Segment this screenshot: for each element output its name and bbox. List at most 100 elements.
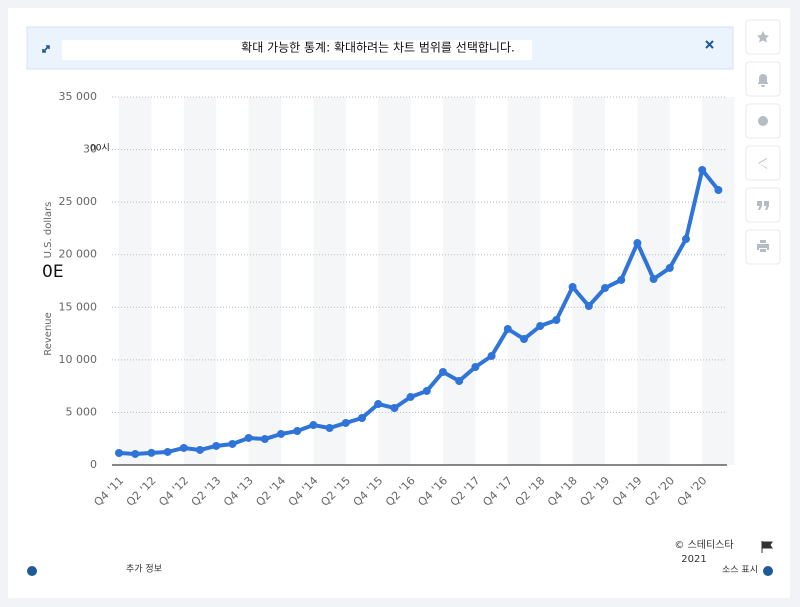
banner-field — [62, 40, 532, 60]
band — [183, 97, 217, 465]
copyright: © 스테티스타 — [674, 539, 733, 551]
point — [163, 447, 172, 456]
point — [552, 316, 561, 325]
more-info[interactable]: 추가 정보 — [126, 564, 162, 575]
quote-icon — [757, 201, 769, 210]
point — [277, 429, 285, 438]
star-icon — [757, 31, 769, 43]
y-tick-label: 0 — [90, 458, 97, 471]
source-icon[interactable] — [763, 566, 773, 576]
point — [358, 414, 366, 423]
point — [406, 392, 415, 401]
point — [439, 367, 447, 376]
point — [131, 449, 140, 458]
point — [633, 239, 642, 248]
point — [617, 275, 626, 284]
x-tick-label: Q4 '17 — [480, 474, 515, 509]
band — [702, 97, 735, 465]
point — [115, 449, 123, 458]
y-tick-label: 5 000 — [66, 405, 98, 418]
x-tick-label: Q2 '14 — [253, 474, 288, 509]
info-icon[interactable] — [27, 566, 37, 576]
cite-button[interactable] — [745, 187, 781, 223]
annotation: 0E — [42, 262, 64, 282]
point — [390, 404, 399, 413]
y-tick-label: 30 — [83, 143, 97, 156]
x-tick-label: Q4 '13 — [221, 474, 256, 509]
point — [665, 263, 674, 272]
y-tick-label: 25 000 — [59, 195, 98, 208]
point — [471, 363, 480, 372]
banner-text: 확대 가능한 통계: 확대하려는 차트 범위를 선택합니다. — [241, 41, 515, 55]
x-tick-label: Q4 '18 — [545, 474, 580, 509]
band — [572, 97, 605, 465]
point — [325, 423, 334, 432]
x-tick-label: Q4 '12 — [156, 474, 191, 509]
copyright-year: 2021 — [681, 554, 706, 565]
point — [341, 418, 350, 427]
y-tick-label: 35 000 — [59, 90, 98, 103]
y-tick-label: 10 000 — [59, 353, 98, 366]
point — [487, 351, 496, 360]
point — [536, 322, 545, 331]
x-tick-label: Q2 '19 — [577, 474, 612, 509]
x-tick-label: Q2 '13 — [189, 474, 224, 509]
bell-icon — [758, 74, 768, 87]
point — [228, 439, 237, 448]
gear-icon — [758, 116, 768, 126]
close-icon[interactable] — [705, 40, 714, 49]
x-tick-label: Q4 '15 — [351, 474, 386, 509]
annotation: 00시 — [90, 143, 110, 154]
x-tick-label: Q4 '11 — [91, 474, 126, 509]
band — [248, 97, 281, 465]
source-link[interactable]: 소스 표시 — [722, 565, 758, 576]
point — [179, 443, 188, 452]
x-tick-label: Q4 '19 — [610, 474, 645, 509]
print-icon — [757, 240, 769, 252]
x-tick-label: Q2 '17 — [448, 474, 483, 509]
y-tick-label: 20 000 — [59, 248, 98, 261]
point — [584, 302, 593, 311]
plot: 0 5 000 10 000 15 000 20 000 25 000 30 35 000 Q4… — [59, 90, 735, 509]
point — [212, 441, 221, 450]
share-icon — [758, 158, 767, 169]
point — [196, 445, 204, 454]
x-tick-label: Q2 '16 — [383, 474, 418, 509]
point — [374, 400, 383, 409]
band — [443, 97, 476, 465]
point — [293, 427, 302, 436]
point — [503, 324, 512, 333]
x-tick-label: Q2 '15 — [318, 474, 353, 509]
point — [244, 433, 253, 442]
y-axis-label: U.S. dollars — [43, 202, 54, 259]
point — [698, 165, 707, 174]
x-tick-label: Q4 '20 — [675, 474, 710, 509]
point — [520, 335, 528, 344]
band — [313, 97, 346, 465]
y-axis-label: Revenue — [43, 312, 54, 356]
point — [682, 235, 690, 244]
y-tick-label: 15 000 — [59, 300, 98, 313]
point — [422, 386, 431, 395]
share-button[interactable] — [745, 145, 781, 181]
point — [714, 186, 723, 195]
x-tick-label: Q2 '20 — [642, 474, 677, 509]
x-tick-label: Q2 '18 — [513, 474, 548, 509]
point — [568, 282, 577, 291]
x-tick-label: Q4 '16 — [415, 474, 450, 509]
point — [309, 421, 318, 430]
sidebar — [745, 19, 781, 265]
point — [649, 275, 658, 284]
x-tick-label: Q4 '14 — [286, 474, 321, 509]
expand-icon[interactable] — [42, 45, 50, 53]
x-tick-label: Q2 '12 — [124, 474, 159, 509]
point — [455, 376, 464, 385]
flag-icon[interactable] — [761, 541, 773, 553]
band — [119, 97, 152, 465]
point — [260, 435, 269, 444]
point — [601, 284, 609, 293]
point — [147, 448, 156, 457]
band — [507, 97, 541, 465]
